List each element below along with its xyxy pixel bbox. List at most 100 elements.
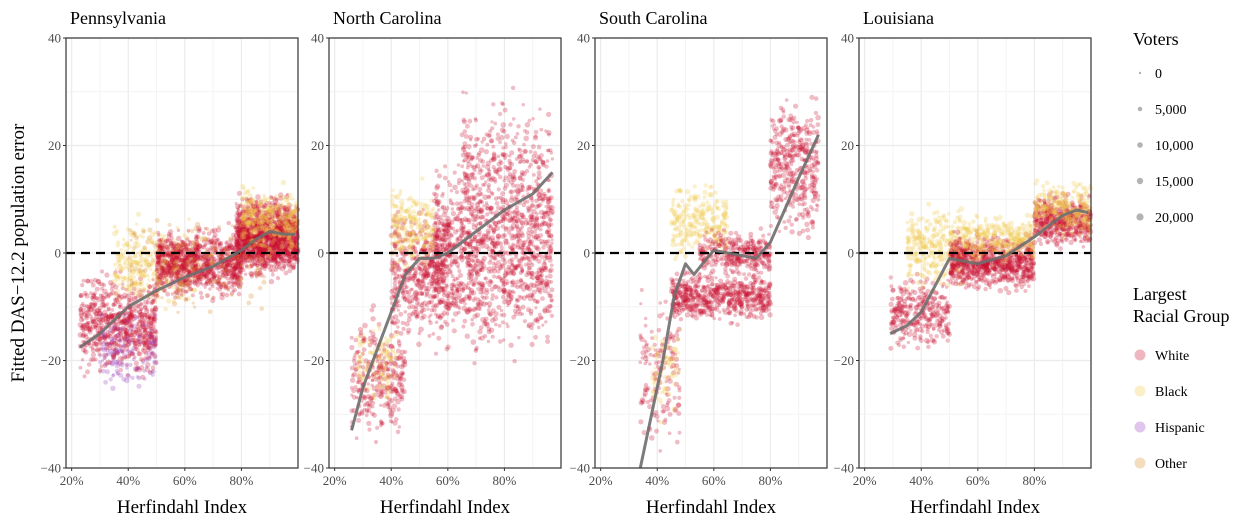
point bbox=[199, 275, 204, 280]
point bbox=[130, 375, 135, 380]
point bbox=[163, 306, 168, 312]
point bbox=[106, 294, 111, 299]
point bbox=[393, 351, 398, 356]
point bbox=[259, 262, 263, 267]
point bbox=[401, 371, 405, 376]
point bbox=[97, 352, 102, 357]
point bbox=[114, 334, 118, 338]
point bbox=[235, 216, 240, 221]
point bbox=[271, 211, 275, 216]
point bbox=[148, 332, 153, 336]
point bbox=[109, 360, 116, 367]
point bbox=[266, 263, 272, 270]
point bbox=[140, 358, 145, 363]
point bbox=[420, 281, 426, 287]
point bbox=[163, 238, 169, 244]
point bbox=[137, 339, 143, 345]
point bbox=[394, 331, 400, 337]
point bbox=[276, 216, 281, 221]
point bbox=[95, 308, 100, 314]
point bbox=[147, 227, 153, 233]
point bbox=[123, 331, 128, 336]
point bbox=[236, 291, 242, 297]
point bbox=[235, 204, 240, 210]
point bbox=[365, 386, 371, 392]
point bbox=[205, 227, 210, 232]
point bbox=[211, 227, 218, 234]
point bbox=[118, 304, 122, 309]
point bbox=[391, 288, 395, 292]
point bbox=[270, 241, 275, 245]
point bbox=[151, 257, 157, 263]
point bbox=[148, 314, 152, 318]
point bbox=[248, 293, 254, 299]
point bbox=[157, 237, 162, 243]
point bbox=[110, 289, 116, 296]
point bbox=[123, 337, 128, 341]
point bbox=[375, 425, 380, 430]
point bbox=[90, 352, 96, 358]
point bbox=[90, 302, 96, 309]
point bbox=[139, 333, 144, 337]
point bbox=[127, 319, 132, 324]
point bbox=[142, 369, 147, 373]
point bbox=[362, 322, 368, 329]
point bbox=[418, 326, 424, 333]
point bbox=[132, 355, 137, 360]
point bbox=[111, 373, 116, 377]
point bbox=[183, 243, 188, 248]
point bbox=[83, 349, 89, 355]
point bbox=[79, 303, 84, 308]
point bbox=[98, 360, 103, 365]
point bbox=[129, 281, 134, 287]
point bbox=[196, 243, 202, 250]
point bbox=[374, 371, 379, 377]
point bbox=[221, 281, 228, 287]
point bbox=[371, 412, 377, 418]
point bbox=[90, 319, 95, 324]
point bbox=[119, 362, 125, 368]
point bbox=[152, 360, 158, 366]
point bbox=[157, 248, 162, 253]
point bbox=[242, 186, 246, 191]
point bbox=[113, 352, 117, 356]
point bbox=[199, 295, 205, 300]
point bbox=[356, 365, 361, 369]
point bbox=[91, 294, 97, 299]
point bbox=[105, 346, 110, 350]
point bbox=[131, 323, 137, 329]
point bbox=[111, 302, 116, 307]
point bbox=[136, 315, 140, 319]
point bbox=[129, 324, 134, 329]
point bbox=[136, 375, 142, 381]
point bbox=[124, 346, 130, 352]
point bbox=[426, 274, 431, 279]
point bbox=[229, 293, 234, 297]
point bbox=[187, 286, 193, 292]
point bbox=[399, 356, 404, 361]
point bbox=[95, 307, 101, 313]
point bbox=[186, 228, 191, 233]
point bbox=[226, 220, 231, 226]
point bbox=[94, 347, 101, 353]
point bbox=[94, 311, 99, 316]
point bbox=[191, 240, 196, 245]
point bbox=[244, 220, 249, 225]
point bbox=[83, 290, 88, 296]
point bbox=[407, 275, 412, 281]
point bbox=[104, 272, 110, 278]
point bbox=[422, 307, 427, 313]
point bbox=[132, 338, 138, 344]
point bbox=[257, 203, 262, 208]
y-tick-label: 20 bbox=[48, 138, 61, 153]
point bbox=[243, 201, 249, 207]
point bbox=[223, 268, 230, 274]
point bbox=[143, 327, 149, 332]
point bbox=[290, 197, 295, 201]
point bbox=[121, 285, 126, 289]
point bbox=[86, 362, 92, 367]
point bbox=[149, 335, 154, 340]
point bbox=[182, 233, 187, 238]
point bbox=[190, 293, 195, 298]
point bbox=[280, 204, 285, 209]
